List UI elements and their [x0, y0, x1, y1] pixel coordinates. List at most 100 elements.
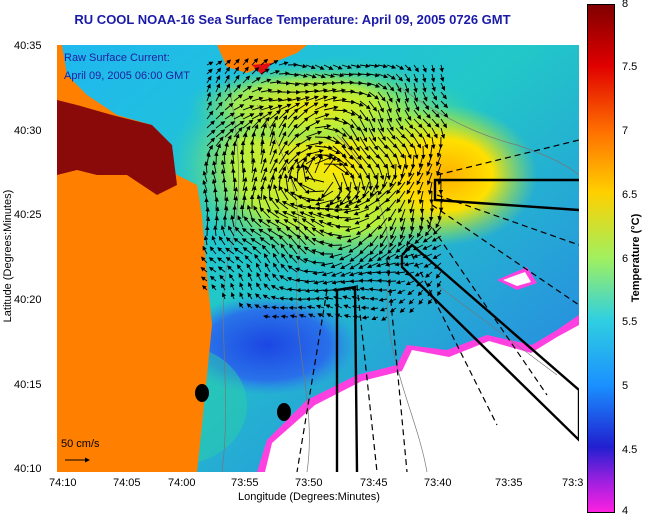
current-vector — [341, 80, 355, 85]
y-tick: 40:35 — [14, 40, 42, 52]
current-vector — [359, 136, 369, 152]
current-vector — [233, 94, 243, 102]
current-vector — [314, 296, 325, 301]
current-vector — [306, 305, 316, 310]
current-vector — [364, 208, 379, 218]
current-vector — [252, 245, 262, 255]
current-vector — [321, 271, 334, 277]
current-vector — [350, 163, 362, 180]
current-vector — [256, 194, 262, 210]
current-vector — [217, 247, 226, 255]
current-vector — [394, 262, 406, 267]
current-vector — [407, 190, 415, 205]
current-vector — [314, 88, 328, 93]
current-vector — [262, 294, 271, 300]
current-vector — [389, 217, 397, 232]
current-vector — [336, 235, 352, 240]
current-vector — [287, 115, 298, 129]
current-vector — [368, 127, 377, 142]
current-vector — [298, 313, 307, 319]
current-vector — [389, 235, 397, 248]
mooring-marker — [277, 403, 291, 421]
current-vector — [404, 136, 414, 149]
current-vector — [352, 304, 361, 310]
current-vector — [377, 91, 386, 102]
current-vector — [239, 291, 244, 300]
current-vector — [224, 112, 235, 120]
current-vector — [225, 256, 235, 264]
current-vector — [344, 217, 361, 223]
current-vector — [332, 163, 350, 176]
current-vector — [233, 247, 244, 255]
current-vector — [379, 307, 388, 312]
colorbar-tick: 6 — [622, 253, 629, 265]
current-vector — [251, 87, 263, 93]
current-vector — [296, 244, 307, 255]
current-vector — [269, 60, 279, 66]
current-vector — [368, 172, 373, 191]
current-vector — [427, 217, 433, 230]
current-vector — [341, 89, 356, 94]
current-vector — [404, 100, 410, 113]
current-vector — [396, 181, 406, 195]
colorbar-tick: 7 — [622, 125, 629, 137]
current-vector — [359, 154, 372, 169]
current-vector — [386, 136, 398, 149]
current-vector — [387, 288, 397, 294]
current-vector — [305, 198, 325, 203]
current-vector — [314, 154, 323, 174]
current-vector — [399, 208, 406, 223]
current-vector — [394, 253, 406, 259]
current-vector — [413, 64, 419, 73]
current-vector — [439, 73, 445, 82]
current-vector — [278, 115, 288, 129]
current-vector — [364, 199, 379, 209]
current-vector — [259, 237, 271, 246]
current-vector — [285, 226, 298, 237]
current-vector — [422, 82, 427, 93]
current-vector — [251, 105, 265, 111]
current-vector — [413, 91, 419, 103]
current-vector — [269, 110, 281, 120]
current-vector — [422, 136, 429, 150]
current-vector — [386, 199, 397, 212]
current-vector — [206, 137, 216, 147]
current-vector — [251, 96, 264, 102]
current-vector — [431, 109, 440, 118]
current-vector — [260, 148, 266, 165]
current-vector — [386, 163, 391, 181]
current-vector — [233, 237, 244, 246]
current-vector — [278, 71, 290, 76]
colorbar-tick: 6.5 — [622, 189, 638, 201]
x-tick: 73:50 — [295, 477, 323, 489]
current-vector — [287, 133, 299, 147]
current-vector — [215, 121, 226, 129]
current-vector — [269, 89, 283, 94]
current-vector — [408, 226, 415, 239]
current-vector — [305, 95, 319, 102]
current-vector — [418, 217, 424, 231]
current-vector — [436, 145, 442, 158]
current-vector — [335, 313, 343, 318]
current-vector — [215, 92, 221, 102]
current-vector — [251, 112, 264, 120]
current-vector — [247, 272, 253, 282]
current-vector — [406, 181, 415, 195]
current-vector — [278, 131, 287, 147]
current-vector — [399, 307, 406, 313]
current-vector — [400, 163, 406, 179]
current-vector — [332, 97, 347, 103]
current-vector — [416, 280, 424, 287]
current-vector — [369, 235, 379, 248]
current-vector — [242, 113, 255, 120]
current-vector — [389, 307, 397, 313]
current-vector — [359, 163, 370, 180]
current-vector — [379, 226, 388, 240]
current-vector — [205, 216, 211, 228]
current-vector — [358, 235, 370, 246]
current-vector — [413, 109, 422, 120]
current-vector — [377, 109, 384, 123]
current-vector — [414, 271, 424, 277]
current-vector — [395, 154, 402, 170]
current-vector — [359, 172, 366, 191]
